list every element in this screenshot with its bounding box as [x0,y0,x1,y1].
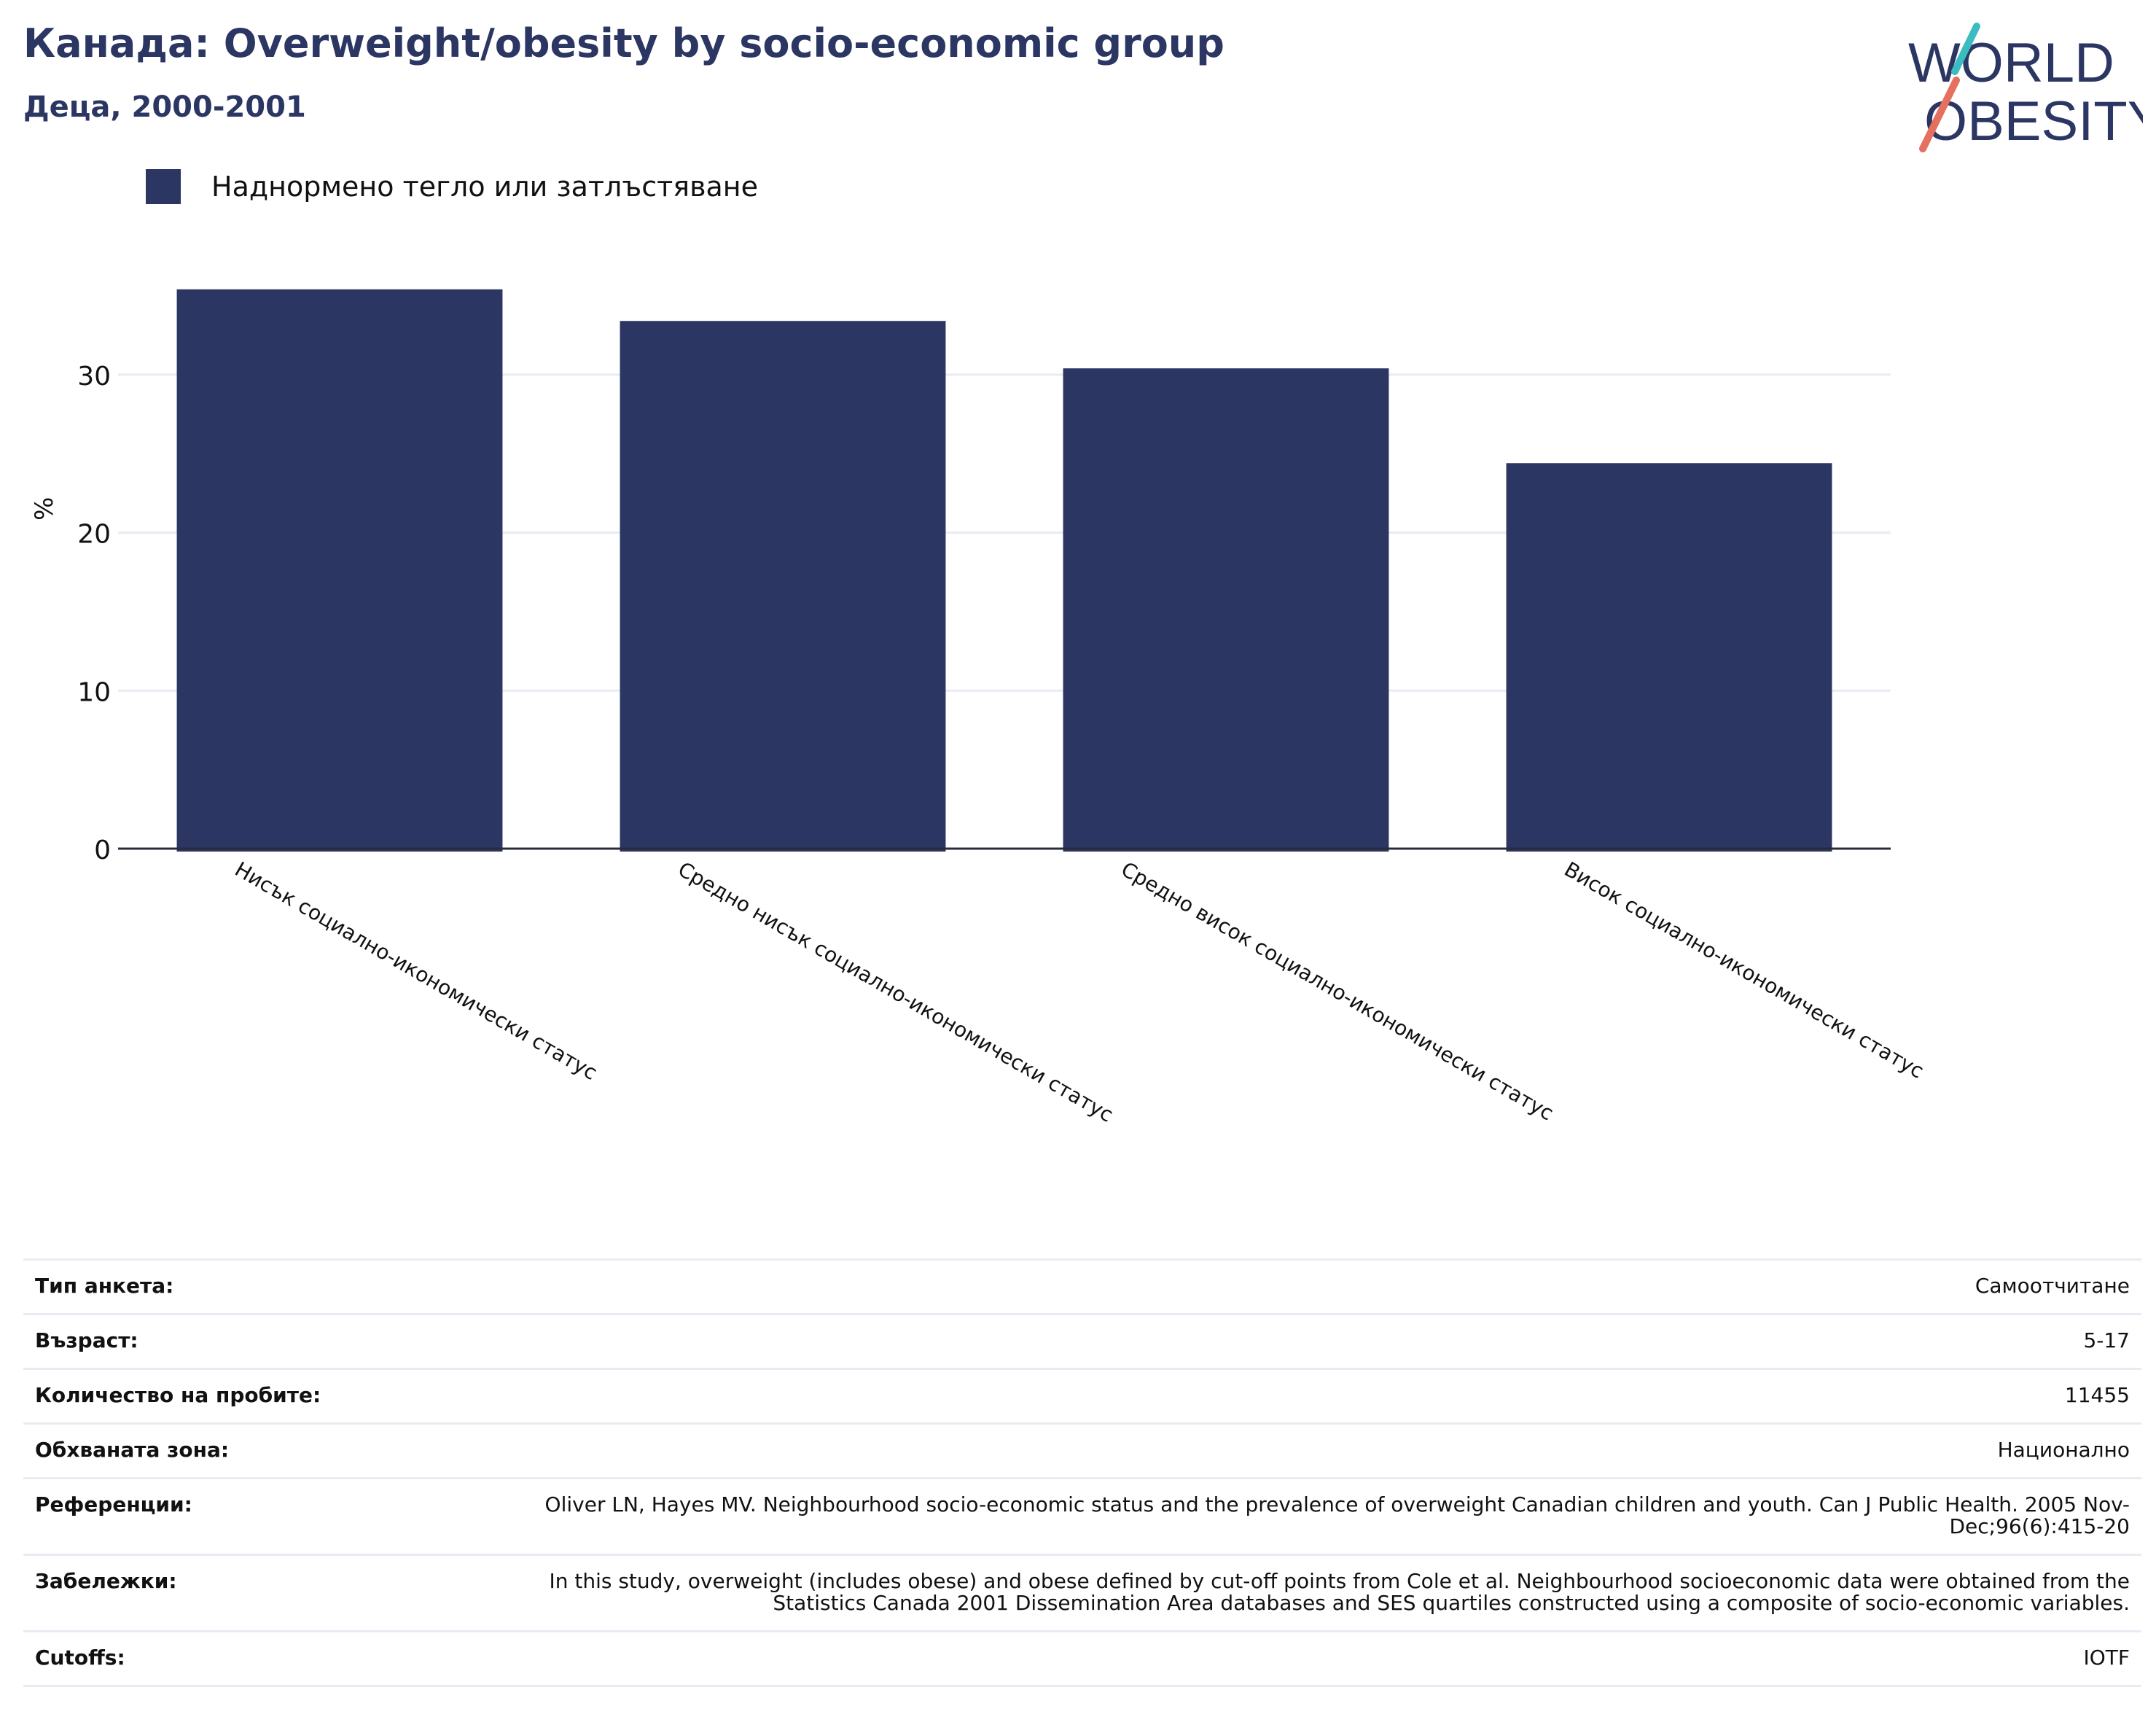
x-tick-label: Нисък социално-икономически статус [231,857,601,1085]
chart-title: Канада: Overweight/obesity by socio-econ… [23,20,1225,66]
table-row: Тип анкета: Самоотчитане [23,1259,2141,1315]
chart-subtitle: Деца, 2000-2001 [23,90,306,124]
x-tick-label: Средно висок социално-икономически стату… [1117,857,1558,1125]
table-row: Обхваната зона: Национално [23,1423,2141,1479]
references-value: Oliver LN, Hayes MV. Neighbourhood socio… [544,1492,2130,1538]
age-label: Възраст: [35,1328,138,1352]
table-row: Референции: Oliver LN, Hayes MV. Neighbo… [23,1478,2141,1555]
x-tick-label: Средно нисък социално-икономически стату… [674,857,1117,1126]
world-obesity-logo: WORLD OBESITY [1908,23,2143,152]
legend-swatch [146,169,181,204]
bar [1063,368,1389,852]
bar [620,321,946,852]
bar-chart: 0 10 20 30% Нисък социално-икономически стат… [30,289,1928,1127]
y-tick-label: 30 [77,362,111,392]
references-label: Референции: [35,1492,192,1516]
y-tick-label: 0 [94,836,111,865]
survey-type-label: Тип анкета: [35,1274,174,1298]
y-tick-label: 20 [77,520,111,550]
age-value: 5-17 [2083,1328,2130,1352]
logo-word-obesity: OBESITY [1924,90,2143,152]
x-tick-label: Висок социално-икономически статус [1561,857,1928,1083]
area-covered-label: Обхваната зона: [35,1438,230,1462]
table-row: Забележки: In this study, overweight (in… [23,1554,2141,1632]
table-row: Количество на пробите: 11455 [23,1368,2141,1424]
notes-label: Забележки: [35,1569,177,1593]
sample-size-value: 11455 [2064,1383,2130,1407]
table-row: Cutoffs: IOTF [23,1631,2141,1686]
logo-slash-teal [1951,23,1980,75]
survey-info-table: Тип анкета: Самоотчитане Възраст: 5-17 К… [23,1258,2141,1687]
legend-label: Наднормено тегло или затлъстяване [211,171,758,203]
cutoffs-label: Cutoffs: [35,1646,125,1670]
bar [1506,463,1832,852]
logo-slash-coral [1919,77,1960,152]
chart-legend: Наднормено тегло или затлъстяване [146,169,758,204]
cutoffs-value: IOTF [2083,1646,2130,1670]
survey-type-value: Самоотчитане [1975,1274,2130,1298]
table-row: Възраст: 5-17 [23,1314,2141,1369]
logo-word-world: WORLD [1908,32,2114,94]
y-axis-label: % [30,497,59,521]
area-covered-value: Национално [1997,1438,2130,1462]
bar [176,289,503,852]
sample-size-label: Количество на пробите: [35,1383,321,1407]
y-tick-label: 10 [77,677,111,707]
notes-value: In this study, overweight (includes obes… [549,1569,2130,1615]
